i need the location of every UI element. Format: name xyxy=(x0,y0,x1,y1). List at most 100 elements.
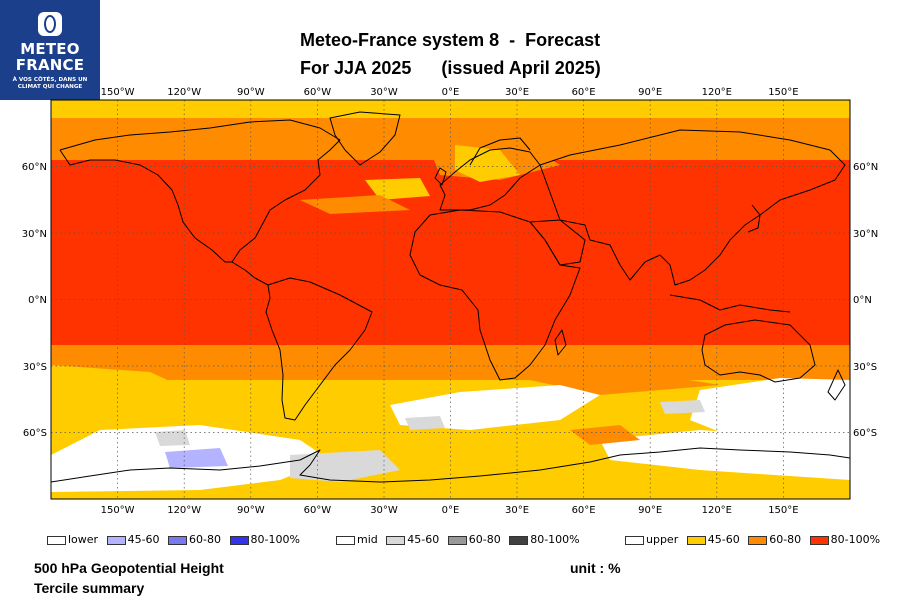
legend-label: 60-80 xyxy=(468,533,501,546)
patch-orange-south-indian xyxy=(520,372,720,395)
bottom-lon-label: 120°W xyxy=(167,505,201,516)
coast-british-isles xyxy=(434,167,447,186)
patch-yellow-atlantic-north xyxy=(365,178,430,200)
right-lat-label: 0°N xyxy=(853,295,872,306)
bottom-lon-label: 60°E xyxy=(572,505,596,516)
logo-tagline-1: À VOS CÔTÉS, DANS UN xyxy=(12,77,88,83)
legend-label: 45-60 xyxy=(407,533,440,546)
top-lon-label: 30°W xyxy=(370,87,398,98)
bottom-lon-label: 150°W xyxy=(101,505,135,516)
top-lon-label: 0°E xyxy=(442,87,460,98)
region-white-antarctic-east xyxy=(600,430,850,480)
patch-mid-45-60-1 xyxy=(155,430,190,446)
legend-mid-item: 60-80 xyxy=(447,533,501,546)
legend-lower: lower 45-60 60-80 80-100% xyxy=(47,533,305,546)
map-title-line-1: Meteo-France system 8 - Forecast xyxy=(300,30,601,50)
map-lat-labels-right: 60°N 30°N 0°N 30°S 60°S xyxy=(853,162,878,439)
meteo-france-logo: METEO FRANCE À VOS CÔTÉS, DANS UN CLIMAT… xyxy=(0,0,100,100)
coast-antarctica xyxy=(51,447,850,483)
legend-mid-item: mid xyxy=(336,533,378,546)
coast-asia xyxy=(539,129,846,286)
logo-line-1: METEO xyxy=(20,40,80,58)
top-lon-label: 120°W xyxy=(167,87,201,98)
coast-arabia xyxy=(529,219,586,266)
legend-swatch xyxy=(447,535,467,545)
bottom-lon-label: 0°E xyxy=(442,505,460,516)
coast-africa xyxy=(409,209,581,381)
bottom-lon-label: 30°E xyxy=(505,505,529,516)
left-lat-label: 60°S xyxy=(23,428,47,439)
patch-mid-45-60-4 xyxy=(660,400,705,414)
map-title-line-2: For JJA 2025 (issued April 2025) xyxy=(300,58,601,78)
legend-label: 80-100% xyxy=(830,533,881,546)
legend-lower-item: 45-60 xyxy=(106,533,160,546)
top-lon-label: 90°W xyxy=(237,87,265,98)
legend-label: 60-80 xyxy=(769,533,802,546)
legend-upper-item: 60-80 xyxy=(748,533,801,546)
right-lat-label: 30°N xyxy=(853,229,878,240)
coast-scandinavia xyxy=(469,137,531,166)
legend-mid-item: 80-100% xyxy=(509,533,580,546)
legend-label: 45-60 xyxy=(127,533,160,546)
legend-label: 80-100% xyxy=(530,533,580,546)
legend-swatch xyxy=(686,535,706,545)
patch-orange-south-indian-2 xyxy=(570,425,640,445)
coast-central-america xyxy=(231,261,269,286)
left-lat-label: 30°N xyxy=(22,229,47,240)
legend-swatch xyxy=(229,535,249,545)
legend-label: 60-80 xyxy=(189,533,222,546)
legend-lower-item: lower xyxy=(47,533,98,546)
left-lat-label: 60°N xyxy=(22,162,47,173)
legend-swatch xyxy=(336,535,355,545)
legend-swatch xyxy=(748,535,768,545)
top-lon-label: 30°E xyxy=(505,87,529,98)
patch-orange-north-atlantic xyxy=(300,195,410,214)
coast-north-america xyxy=(59,119,341,263)
legend-label: 45-60 xyxy=(707,533,740,546)
legend-lower-item: 60-80 xyxy=(168,533,221,546)
coast-south-america xyxy=(265,277,373,421)
legend-label: lower xyxy=(68,533,99,546)
right-lat-label: 30°S xyxy=(853,362,877,373)
bottom-lon-label: 120°E xyxy=(702,505,732,516)
legend-label: mid xyxy=(357,533,378,546)
legend-upper: upper 45-60 60-80 80-100% xyxy=(625,533,885,546)
legend-label: 80-100% xyxy=(250,533,300,546)
legend-swatch xyxy=(106,535,126,545)
patch-yellow-south-pacific xyxy=(51,365,200,410)
top-lon-label: 60°W xyxy=(304,87,332,98)
logo-line-2: FRANCE xyxy=(15,56,85,74)
legend-upper-item: 45-60 xyxy=(686,533,740,546)
coast-australia xyxy=(701,319,816,383)
coast-new-zealand xyxy=(827,369,846,401)
coast-madagascar xyxy=(554,329,567,356)
bottom-lon-label: 60°W xyxy=(304,505,332,516)
legend-mid-item: 45-60 xyxy=(386,533,439,546)
top-lon-label: 150°E xyxy=(768,87,798,98)
legend-mid: mid 45-60 60-80 80-100% xyxy=(336,533,585,546)
map-frame xyxy=(50,99,851,500)
bottom-lon-label: 90°E xyxy=(638,505,662,516)
legend-swatch xyxy=(47,535,66,545)
map-fill-layer xyxy=(51,100,850,499)
logo-tagline-2: CLIMAT QUI CHANGE xyxy=(17,84,83,90)
patch-mid-45-60-3 xyxy=(405,416,445,430)
top-lon-label: 90°E xyxy=(638,87,662,98)
tercile-map: 150°W 120°W 90°W 60°W 30°W 0°E 30°E 60°E… xyxy=(22,87,878,516)
top-lon-label: 150°W xyxy=(101,87,135,98)
legend-upper-item: 80-100% xyxy=(809,533,881,546)
legend-swatch xyxy=(386,535,406,545)
bottom-lon-label: 30°W xyxy=(370,505,398,516)
logo-tagline: À VOS CÔTÉS, DANS UN CLIMAT QUI CHANGE xyxy=(0,77,100,91)
left-lat-label: 0°N xyxy=(28,295,47,306)
meteo-france-emblem-icon xyxy=(38,12,62,36)
legend-upper-item: upper xyxy=(625,533,678,546)
patch-red-siberia xyxy=(560,160,830,200)
coastlines xyxy=(51,111,850,483)
coast-japan xyxy=(747,204,761,233)
product-label: Tercile summary xyxy=(34,580,145,596)
map-axis-labels: 150°W 120°W 90°W 60°W 30°W 0°E 30°E 60°E… xyxy=(101,87,799,516)
patch-yellow-europe xyxy=(455,145,520,182)
legend-swatch xyxy=(809,535,829,545)
bottom-lon-label: 90°W xyxy=(237,505,265,516)
